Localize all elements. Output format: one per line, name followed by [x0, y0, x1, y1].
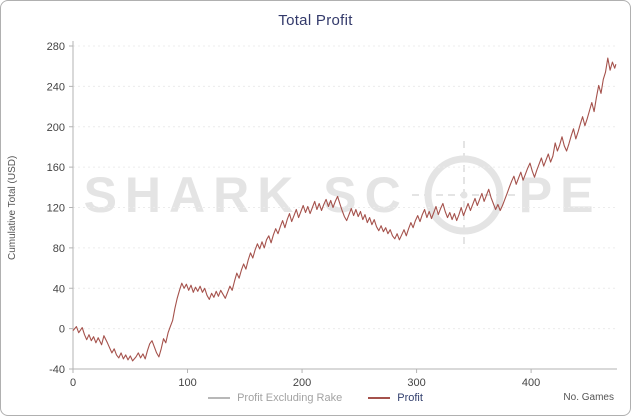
x-axis-label: No. Games: [563, 392, 614, 403]
x-tick-label: 200: [293, 377, 311, 389]
legend-item-profit-excluding-rake[interactable]: Profit Excluding Rake: [208, 392, 342, 404]
y-tick-label: 0: [59, 324, 65, 336]
y-tick-label: 40: [53, 283, 65, 295]
legend-swatch-rake: [208, 397, 231, 399]
legend-swatch-profit: [368, 397, 391, 399]
scope-logo-icon: [411, 141, 516, 249]
legend-label-profit: Profit: [397, 392, 423, 404]
chart-legend: Profit Excluding Rake Profit: [1, 392, 630, 404]
chart-title: Total Profit: [278, 12, 353, 29]
watermark: SHARK SC PE: [63, 139, 622, 251]
watermark-text-left: SHARK SC: [83, 167, 409, 223]
x-tick-label: 100: [178, 377, 196, 389]
y-tick-label: 200: [47, 122, 65, 134]
y-tick-label: 80: [53, 243, 65, 255]
y-axis-label: Cumulative Total (USD): [7, 155, 18, 260]
x-tick-label: 400: [522, 377, 540, 389]
y-tick-label: 240: [47, 81, 65, 93]
legend-item-profit[interactable]: Profit: [368, 392, 423, 404]
y-tick-label: 120: [47, 203, 65, 215]
x-tick-label: 0: [70, 377, 76, 389]
legend-label-profit-excluding-rake: Profit Excluding Rake: [237, 392, 343, 404]
y-tick-label: 160: [47, 162, 65, 174]
watermark-text-right: PE: [518, 167, 602, 223]
profit-line: [72, 57, 617, 362]
y-tick-label: -40: [49, 364, 65, 376]
x-tick-label: 300: [407, 377, 425, 389]
y-tick-label: 280: [47, 41, 65, 53]
